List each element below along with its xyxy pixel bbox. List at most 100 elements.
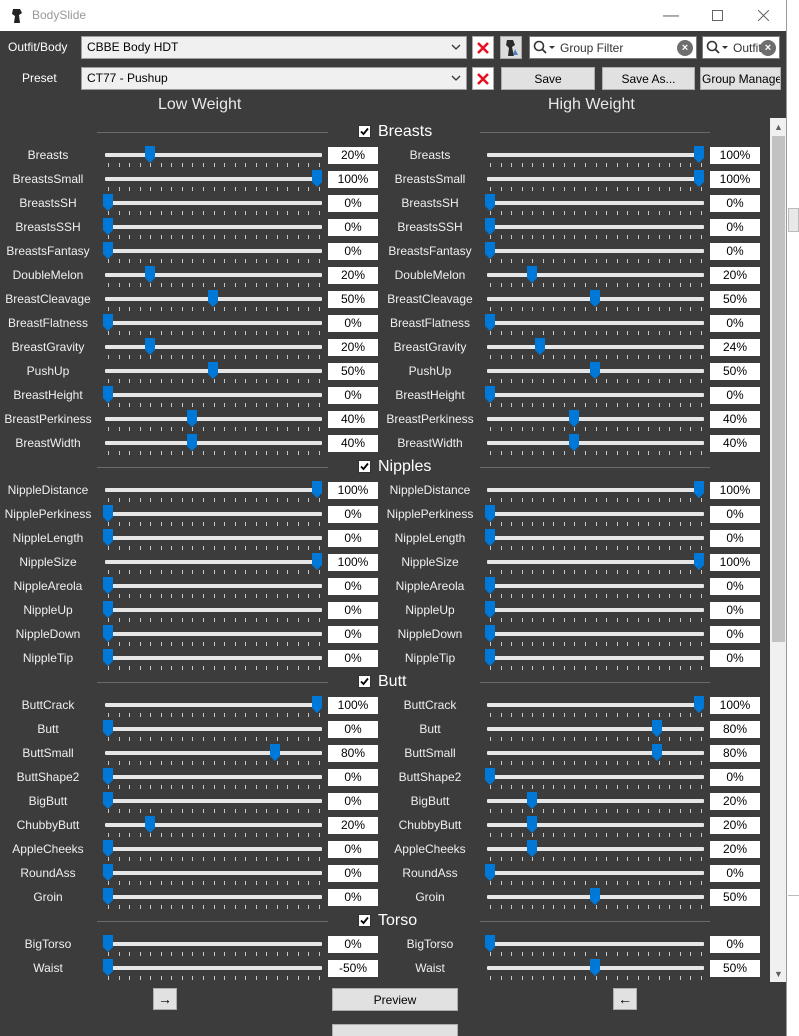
high-slider-thumb[interactable] [485,625,495,642]
low-slider-track[interactable] [105,321,322,325]
high-value-input[interactable]: 0% [710,865,760,882]
high-slider-thumb[interactable] [590,959,600,976]
high-slider-thumb[interactable] [652,720,662,737]
high-value-input[interactable]: 0% [710,195,760,212]
high-value-input[interactable]: 0% [710,650,760,667]
low-slider-thumb[interactable] [145,146,155,163]
low-value-input[interactable]: 20% [328,147,378,164]
low-value-input[interactable]: 0% [328,889,378,906]
high-value-input[interactable]: 0% [710,243,760,260]
low-slider-track[interactable] [105,775,322,779]
low-slider-track[interactable] [105,799,322,803]
low-slider-thumb[interactable] [103,720,113,737]
high-value-input[interactable]: 100% [710,147,760,164]
low-slider-thumb[interactable] [208,290,218,307]
low-slider-thumb[interactable] [103,840,113,857]
low-slider-track[interactable] [105,225,322,229]
low-value-input[interactable]: 0% [328,602,378,619]
high-slider-track[interactable] [487,417,704,421]
low-slider-thumb[interactable] [312,481,322,498]
high-value-input[interactable]: 0% [710,506,760,523]
high-slider-thumb[interactable] [485,864,495,881]
high-slider-track[interactable] [487,632,704,636]
low-slider-thumb[interactable] [103,194,113,211]
low-value-input[interactable]: 20% [328,267,378,284]
high-value-input[interactable]: 50% [710,291,760,308]
high-slider-thumb[interactable] [485,768,495,785]
high-slider-track[interactable] [487,847,704,851]
low-slider-thumb[interactable] [187,410,197,427]
high-slider-track[interactable] [487,177,704,181]
high-slider-thumb[interactable] [485,218,495,235]
high-slider-track[interactable] [487,249,704,253]
group-manage-button[interactable]: Group Manage [700,67,781,90]
high-slider-thumb[interactable] [485,242,495,259]
low-slider-track[interactable] [105,847,322,851]
low-slider-thumb[interactable] [103,314,113,331]
low-slider-track[interactable] [105,608,322,612]
high-slider-track[interactable] [487,608,704,612]
high-slider-track[interactable] [487,823,704,827]
low-slider-thumb[interactable] [312,170,322,187]
low-value-input[interactable]: 0% [328,243,378,260]
high-value-input[interactable]: 100% [710,554,760,571]
high-slider-track[interactable] [487,751,704,755]
high-slider-thumb[interactable] [485,935,495,952]
high-slider-thumb[interactable] [527,840,537,857]
low-slider-track[interactable] [105,345,322,349]
scrollbar-thumb[interactable] [772,136,785,642]
high-slider-thumb[interactable] [569,434,579,451]
low-slider-track[interactable] [105,393,322,397]
low-value-input[interactable]: 0% [328,578,378,595]
high-slider-track[interactable] [487,584,704,588]
high-value-input[interactable]: 40% [710,435,760,452]
low-value-input[interactable]: 40% [328,411,378,428]
high-slider-track[interactable] [487,273,704,277]
high-value-input[interactable]: 0% [710,936,760,953]
high-slider-thumb[interactable] [527,792,537,809]
low-slider-thumb[interactable] [270,744,280,761]
low-value-input[interactable]: 100% [328,697,378,714]
high-value-input[interactable]: 50% [710,889,760,906]
low-value-input[interactable]: 0% [328,936,378,953]
high-value-input[interactable]: 100% [710,482,760,499]
vertical-scrollbar[interactable]: ▲ ▼ [770,118,786,982]
low-value-input[interactable]: 0% [328,219,378,236]
low-slider-thumb[interactable] [145,338,155,355]
low-slider-thumb[interactable] [208,362,218,379]
outfit-filter-input[interactable]: Outfit × [702,36,780,59]
close-button[interactable] [740,0,786,31]
low-value-input[interactable]: 20% [328,339,378,356]
low-slider-track[interactable] [105,632,322,636]
clear-preset-button[interactable] [472,67,494,90]
high-slider-track[interactable] [487,512,704,516]
low-slider-thumb[interactable] [103,864,113,881]
high-slider-track[interactable] [487,321,704,325]
high-slider-track[interactable] [487,871,704,875]
high-value-input[interactable]: 100% [710,697,760,714]
high-slider-track[interactable] [487,799,704,803]
high-slider-thumb[interactable] [535,338,545,355]
copy-low-to-high-button[interactable]: → [153,988,177,1010]
low-slider-track[interactable] [105,273,322,277]
high-slider-thumb[interactable] [694,553,704,570]
high-slider-thumb[interactable] [485,529,495,546]
high-value-input[interactable]: 20% [710,793,760,810]
low-slider-track[interactable] [105,751,322,755]
low-value-input[interactable]: 0% [328,769,378,786]
build-button-partial[interactable] [332,1024,458,1036]
low-slider-thumb[interactable] [187,434,197,451]
low-slider-track[interactable] [105,871,322,875]
high-slider-thumb[interactable] [652,744,662,761]
clear-filter-icon[interactable]: × [677,40,693,56]
high-value-input[interactable]: 0% [710,315,760,332]
high-value-input[interactable]: 0% [710,769,760,786]
outfit-body-select[interactable]: CBBE Body HDT [81,36,467,59]
low-value-input[interactable]: 0% [328,506,378,523]
low-slider-thumb[interactable] [145,266,155,283]
high-value-input[interactable]: 0% [710,602,760,619]
low-value-input[interactable]: 0% [328,793,378,810]
high-value-input[interactable]: 20% [710,817,760,834]
low-slider-track[interactable] [105,823,322,827]
low-value-input[interactable]: 100% [328,482,378,499]
